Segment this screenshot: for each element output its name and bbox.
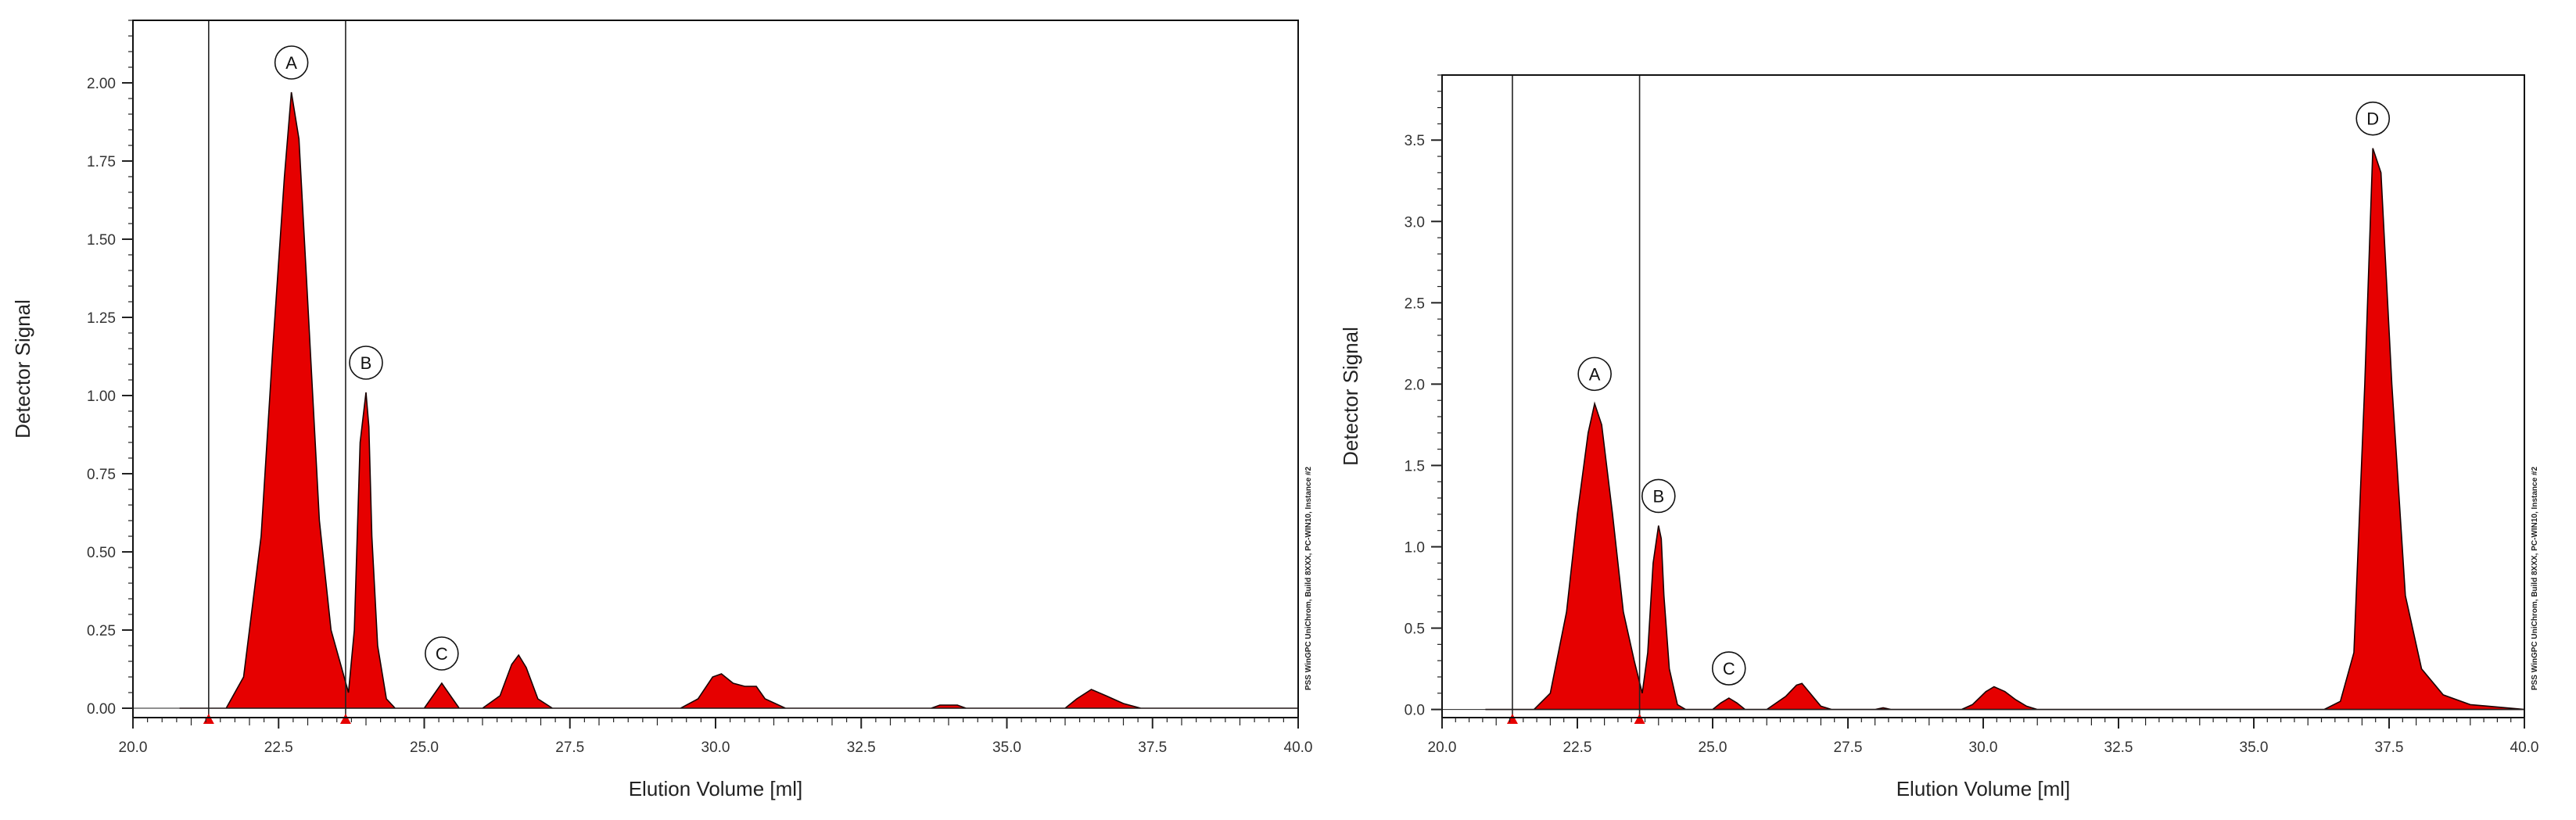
x-tick-label: 25.0	[410, 739, 439, 756]
x-tick-label: 20.0	[1428, 739, 1457, 756]
x-tick-label: 40.0	[2510, 739, 2539, 756]
side-note: PSS WinGPC UniChrom, Build 8XXX, PC-WIN1…	[1304, 467, 1313, 691]
y-tick-label: 1.00	[87, 389, 116, 405]
side-note: PSS WinGPC UniChrom, Build 8XXX, PC-WIN1…	[2531, 467, 2539, 691]
peak-label-a: A	[274, 45, 309, 80]
x-tick-label: 22.5	[1563, 739, 1592, 756]
integration-marker	[203, 714, 214, 724]
y-tick-label: 0.0	[1405, 703, 1425, 719]
peak-label-circle	[349, 346, 383, 380]
x-tick-label: 37.5	[2375, 739, 2404, 756]
y-tick-label: 3.0	[1405, 214, 1425, 231]
signal-area	[179, 91, 1298, 709]
peak-label-text: B	[1652, 486, 1664, 506]
chart-1: 20.0 22.5 25.0 27.5 30.0 32.5 35.0 37.5 40.0 0.00…	[11, 20, 1313, 800]
x-tick-label: 30.0	[701, 739, 730, 756]
y-tick-label: 0.00	[87, 701, 116, 718]
peak-label-text: B	[361, 353, 372, 373]
chart-2: 20.0 22.5 25.0 27.5 30.0 32.5 35.0 37.5 40.0 0.0 0…	[1339, 74, 2539, 800]
peak-label-text: C	[1723, 659, 1735, 679]
y-axis-title: Detector Signal	[1339, 327, 1362, 466]
peak-label-text: A	[285, 53, 297, 73]
x-tick-label: 27.5	[555, 739, 584, 756]
peak-label-circle	[274, 45, 309, 80]
x-axis-title: Elution Volume [ml]	[629, 777, 803, 800]
y-tick-label: 2.00	[87, 76, 116, 92]
peak-label-a: A	[1577, 356, 1612, 392]
integration-marker	[1506, 714, 1518, 724]
y-tick-label: 1.75	[87, 154, 116, 170]
y-tick-label: 1.50	[87, 232, 116, 249]
signal-area	[1485, 148, 2525, 711]
x-tick-label: 20.0	[119, 739, 148, 756]
x-tick-label: 32.5	[2104, 739, 2133, 756]
peak-label-c: C	[425, 636, 459, 671]
y-tick-label: 2.5	[1405, 295, 1425, 312]
y-tick-label: 0.50	[87, 545, 116, 561]
x-tick-label: 25.0	[1699, 739, 1727, 756]
peak-label-circle	[425, 636, 459, 671]
y-tick-label: 0.25	[87, 623, 116, 639]
y-tick-label: 1.5	[1405, 458, 1425, 474]
y-tick-label: 0.75	[87, 467, 116, 483]
x-tick-label: 32.5	[847, 739, 876, 756]
peak-label-circle	[1641, 478, 1676, 514]
y-axis-title: Detector Signal	[11, 299, 34, 439]
x-tick-label: 22.5	[264, 739, 293, 756]
peak-label-d: D	[2355, 101, 2391, 136]
integration-marker	[339, 714, 351, 724]
peak-label-b: B	[1641, 478, 1676, 514]
y-tick-label: 1.0	[1405, 539, 1425, 556]
x-tick-label: 27.5	[1834, 739, 1863, 756]
peak-label-circle	[2355, 101, 2391, 136]
peak-label-text: D	[2366, 109, 2379, 129]
peak-label-circle	[1711, 651, 1746, 686]
x-axis-title: Elution Volume [ml]	[1896, 777, 2071, 800]
y-tick-label: 2.0	[1405, 377, 1425, 393]
integration-marker	[1634, 714, 1645, 724]
peak-label-circle	[1577, 356, 1612, 392]
y-tick-label: 0.5	[1405, 621, 1425, 638]
peak-label-b: B	[349, 346, 383, 380]
x-tick-label: 40.0	[1284, 739, 1313, 756]
y-tick-label: 1.25	[87, 310, 116, 327]
peak-label-text: C	[436, 644, 448, 664]
x-tick-label: 35.0	[992, 739, 1021, 756]
y-tick-label: 3.5	[1405, 133, 1425, 149]
peak-label-c: C	[1711, 651, 1746, 686]
x-tick-label: 35.0	[2240, 739, 2269, 756]
x-tick-label: 37.5	[1138, 739, 1167, 756]
peak-label-text: A	[1589, 364, 1601, 384]
x-tick-label: 30.0	[1969, 739, 1998, 756]
